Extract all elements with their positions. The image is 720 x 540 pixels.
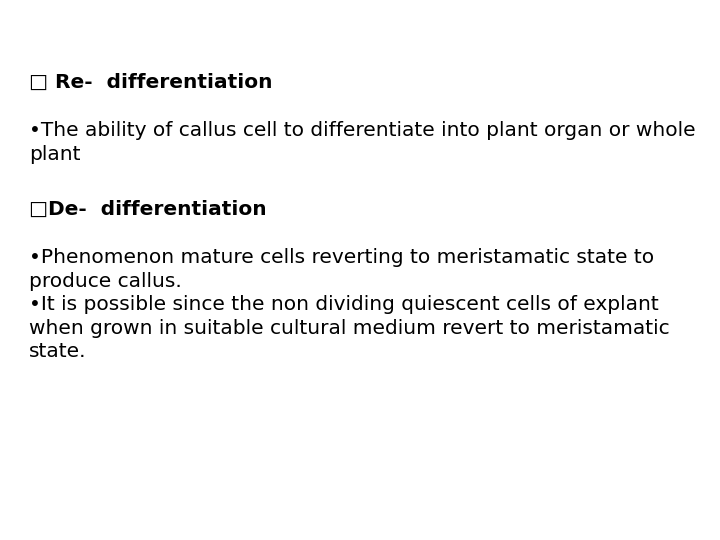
Text: □De-  differentiation: □De- differentiation [29,200,266,219]
Text: •The ability of callus cell to differentiate into plant organ or whole
plant: •The ability of callus cell to different… [29,122,696,164]
Text: •Phenomenon mature cells reverting to meristamatic state to
produce callus.
•It : •Phenomenon mature cells reverting to me… [29,248,670,361]
Text: □ Re-  differentiation: □ Re- differentiation [29,73,272,92]
